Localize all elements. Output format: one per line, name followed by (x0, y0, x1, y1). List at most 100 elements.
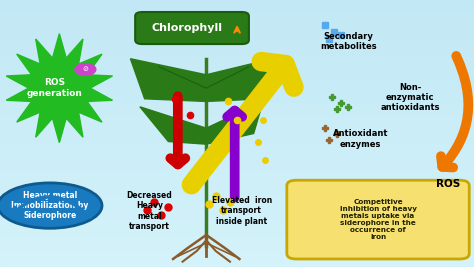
Circle shape (75, 64, 96, 75)
Bar (0, 13, 474, 17)
Bar (0, 80, 474, 83)
Bar (0, 244, 474, 247)
Bar (0, 0, 474, 3)
Bar (0, 93, 474, 97)
Bar (0, 130, 474, 134)
Bar (0, 157, 474, 160)
Bar (0, 77, 474, 80)
Bar (0, 160, 474, 163)
Bar (0, 23, 474, 27)
Bar (0, 194, 474, 197)
Bar (0, 20, 474, 23)
Bar (0, 104, 474, 107)
Bar (0, 127, 474, 130)
Bar (0, 203, 474, 207)
Text: Elevated  iron
transport
inside plant: Elevated iron transport inside plant (212, 196, 272, 226)
Bar (0, 167, 474, 170)
Bar (0, 174, 474, 177)
Bar (0, 47, 474, 50)
Bar (0, 210, 474, 214)
Bar (0, 7, 474, 10)
Text: Secondary
metabolites: Secondary metabolites (320, 32, 377, 51)
Bar (0, 73, 474, 77)
Bar (0, 154, 474, 157)
Bar (0, 220, 474, 224)
Bar (0, 144, 474, 147)
Bar (0, 137, 474, 140)
Bar (0, 257, 474, 260)
Bar (0, 254, 474, 257)
Text: Antioxidant
enzymes: Antioxidant enzymes (333, 129, 388, 148)
Bar (0, 237, 474, 240)
Polygon shape (130, 59, 206, 101)
Bar (0, 90, 474, 93)
Bar (0, 190, 474, 194)
Bar (0, 70, 474, 73)
Bar (0, 10, 474, 13)
Bar (0, 97, 474, 100)
Bar (0, 227, 474, 230)
Bar (0, 234, 474, 237)
Bar (0, 40, 474, 43)
Text: ROS: ROS (436, 179, 460, 189)
Text: ⊘: ⊘ (82, 66, 88, 72)
Bar (0, 207, 474, 210)
Bar (0, 100, 474, 103)
Bar (0, 27, 474, 30)
Bar (0, 33, 474, 37)
Bar (0, 134, 474, 137)
Bar (0, 180, 474, 184)
Bar (0, 214, 474, 217)
Polygon shape (206, 59, 273, 101)
Bar (0, 187, 474, 190)
Bar (0, 44, 474, 47)
Bar (0, 200, 474, 203)
Bar (0, 3, 474, 7)
Bar (0, 230, 474, 234)
Bar (0, 30, 474, 33)
Text: ROS
generation: ROS generation (27, 78, 82, 98)
Bar (0, 264, 474, 267)
Bar (0, 50, 474, 53)
Bar (0, 223, 474, 227)
FancyBboxPatch shape (135, 12, 249, 44)
FancyBboxPatch shape (287, 180, 469, 259)
Polygon shape (206, 101, 263, 144)
Bar (0, 37, 474, 40)
Bar (0, 184, 474, 187)
Bar (0, 140, 474, 144)
Bar (0, 197, 474, 200)
Bar (0, 120, 474, 123)
Bar (0, 240, 474, 244)
Bar (0, 163, 474, 167)
Bar (0, 53, 474, 57)
Bar (0, 67, 474, 70)
Bar (0, 260, 474, 264)
Polygon shape (6, 34, 112, 143)
Ellipse shape (0, 183, 102, 228)
Text: Non-
enzymatic
antioxidants: Non- enzymatic antioxidants (380, 83, 440, 112)
Bar (0, 147, 474, 150)
Bar (0, 57, 474, 60)
Text: Chlorophyll: Chlorophyll (152, 23, 223, 33)
Bar (0, 250, 474, 254)
Bar (0, 113, 474, 117)
Bar (0, 107, 474, 110)
Bar (0, 247, 474, 250)
Bar (0, 123, 474, 127)
Text: Heavy metal
Immobilization by
Siderophore: Heavy metal Immobilization by Siderophor… (11, 191, 89, 221)
Bar (0, 150, 474, 154)
Bar (0, 17, 474, 20)
Bar (0, 177, 474, 180)
Bar (0, 110, 474, 113)
Bar (0, 87, 474, 90)
Text: Competitive
inhibition of heavy
metals uptake via
siderophore in the
occurrence : Competitive inhibition of heavy metals u… (339, 199, 417, 240)
Text: Decreased
Heavy
metal
transport: Decreased Heavy metal transport (127, 191, 172, 231)
Bar (0, 83, 474, 87)
Polygon shape (140, 107, 206, 144)
Bar (0, 217, 474, 220)
Bar (0, 170, 474, 174)
Bar (0, 117, 474, 120)
Bar (0, 64, 474, 67)
Bar (0, 60, 474, 64)
